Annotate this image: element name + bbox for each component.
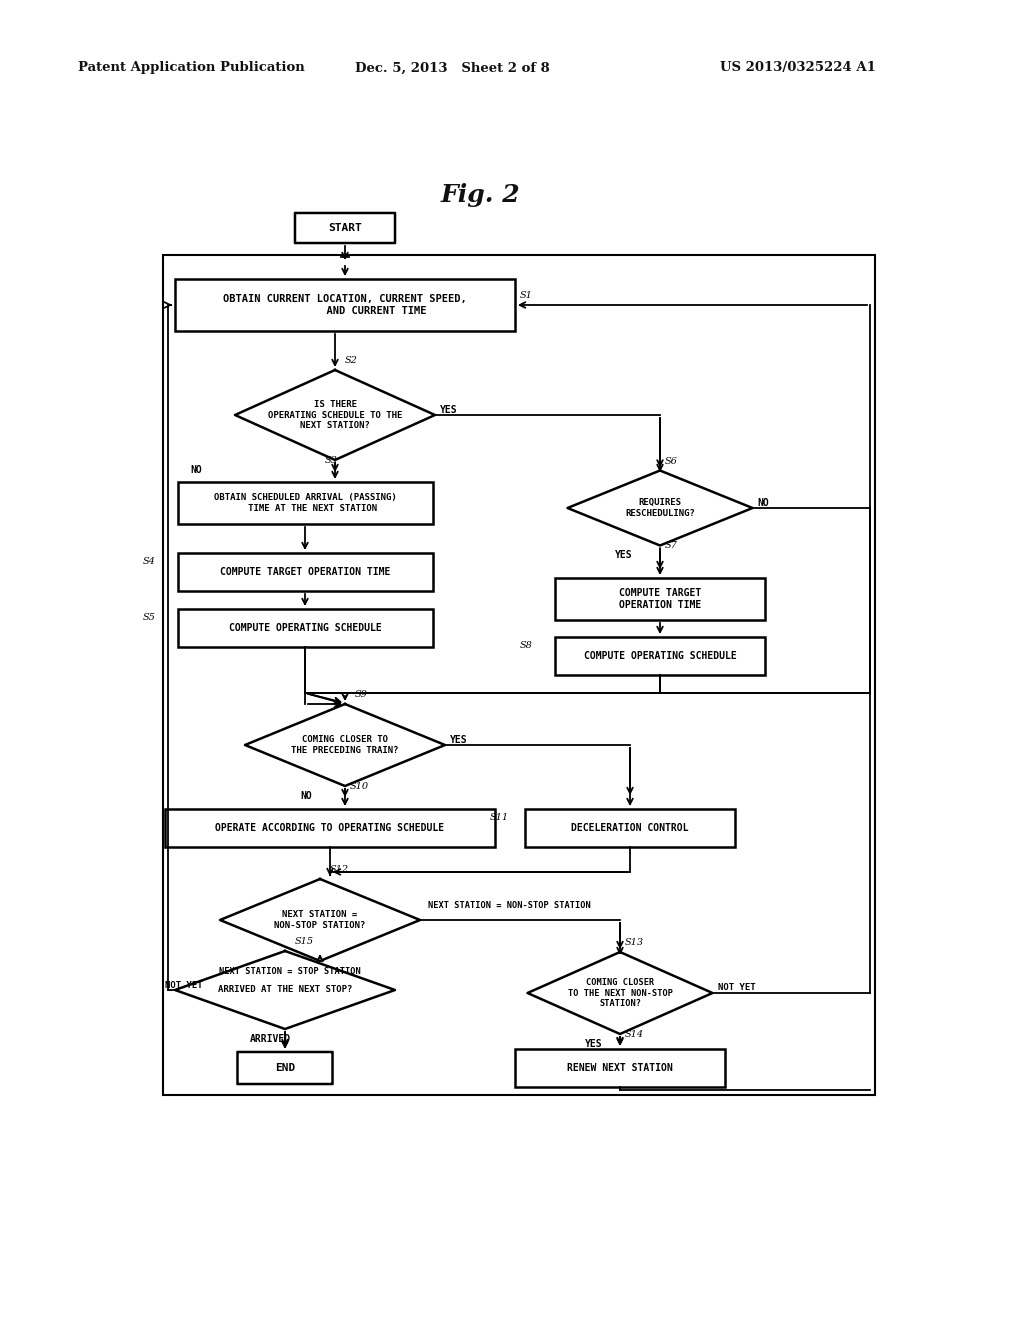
FancyBboxPatch shape [177,553,432,591]
Text: YES: YES [585,1039,603,1049]
Text: S2: S2 [345,356,357,366]
Text: COMPUTE TARGET
OPERATION TIME: COMPUTE TARGET OPERATION TIME [618,589,701,610]
FancyBboxPatch shape [515,1049,725,1086]
Polygon shape [234,370,435,459]
FancyBboxPatch shape [177,482,432,524]
Text: NEXT STATION =
NON-STOP STATION?: NEXT STATION = NON-STOP STATION? [274,911,366,929]
FancyBboxPatch shape [525,809,735,847]
FancyBboxPatch shape [238,1052,333,1084]
Text: S13: S13 [625,939,644,946]
Text: YES: YES [440,405,458,414]
Text: NOT YET: NOT YET [718,983,755,993]
FancyBboxPatch shape [165,809,495,847]
Polygon shape [220,879,420,961]
FancyBboxPatch shape [555,578,765,620]
Polygon shape [567,470,753,545]
Text: S14: S14 [625,1030,644,1039]
Text: NEXT STATION = NON-STOP STATION: NEXT STATION = NON-STOP STATION [428,900,591,909]
Text: S4: S4 [142,557,156,566]
Text: NO: NO [190,465,202,475]
Text: NO: NO [758,498,769,508]
Text: DECELERATION CONTROL: DECELERATION CONTROL [571,822,689,833]
Text: RENEW NEXT STATION: RENEW NEXT STATION [567,1063,673,1073]
Text: S10: S10 [350,781,369,791]
FancyBboxPatch shape [177,609,432,647]
Text: NEXT STATION = STOP STATION: NEXT STATION = STOP STATION [219,966,360,975]
FancyBboxPatch shape [175,279,515,331]
Text: S6: S6 [665,457,678,466]
Text: OBTAIN CURRENT LOCATION, CURRENT SPEED,
          AND CURRENT TIME: OBTAIN CURRENT LOCATION, CURRENT SPEED, … [223,294,467,315]
Text: END: END [274,1063,295,1073]
Text: S5: S5 [142,612,156,622]
Text: Patent Application Publication: Patent Application Publication [78,62,305,74]
FancyBboxPatch shape [555,638,765,675]
Text: US 2013/0325224 A1: US 2013/0325224 A1 [720,62,876,74]
Text: YES: YES [450,735,468,744]
Polygon shape [245,704,445,785]
Text: Fig. 2: Fig. 2 [440,183,520,207]
Text: S12: S12 [330,865,349,874]
Text: OPERATE ACCORDING TO OPERATING SCHEDULE: OPERATE ACCORDING TO OPERATING SCHEDULE [215,822,444,833]
Text: NOT YET: NOT YET [165,981,203,990]
Bar [163,255,874,1096]
Text: ARRIVED AT THE NEXT STOP?: ARRIVED AT THE NEXT STOP? [218,986,352,994]
Text: START: START [328,223,361,234]
Text: S3: S3 [325,455,338,465]
Text: REQUIRES
RESCHEDULING?: REQUIRES RESCHEDULING? [625,498,695,517]
Polygon shape [527,952,713,1034]
Text: S9: S9 [355,690,368,700]
Text: Dec. 5, 2013   Sheet 2 of 8: Dec. 5, 2013 Sheet 2 of 8 [355,62,550,74]
Text: COMING CLOSER TO
THE PRECEDING TRAIN?: COMING CLOSER TO THE PRECEDING TRAIN? [291,735,398,755]
Text: COMING CLOSER
TO THE NEXT NON-STOP
STATION?: COMING CLOSER TO THE NEXT NON-STOP STATI… [567,978,673,1008]
Text: IS THERE
OPERATING SCHEDULE TO THE
NEXT STATION?: IS THERE OPERATING SCHEDULE TO THE NEXT … [268,400,402,430]
Text: COMPUTE OPERATING SCHEDULE: COMPUTE OPERATING SCHEDULE [584,651,736,661]
Text: COMPUTE OPERATING SCHEDULE: COMPUTE OPERATING SCHEDULE [228,623,381,634]
Text: OBTAIN SCHEDULED ARRIVAL (PASSING)
   TIME AT THE NEXT STATION: OBTAIN SCHEDULED ARRIVAL (PASSING) TIME … [214,494,396,512]
Text: S11: S11 [490,813,509,822]
Text: COMPUTE TARGET OPERATION TIME: COMPUTE TARGET OPERATION TIME [220,568,390,577]
Text: S7: S7 [665,541,678,550]
Text: ARRIVED: ARRIVED [250,1034,291,1044]
Text: S15: S15 [295,937,314,946]
FancyBboxPatch shape [295,213,395,243]
Text: S8: S8 [520,642,532,649]
Text: NO: NO [300,791,311,801]
Polygon shape [175,950,395,1030]
Text: S1: S1 [520,290,532,300]
Text: YES: YES [615,550,633,561]
